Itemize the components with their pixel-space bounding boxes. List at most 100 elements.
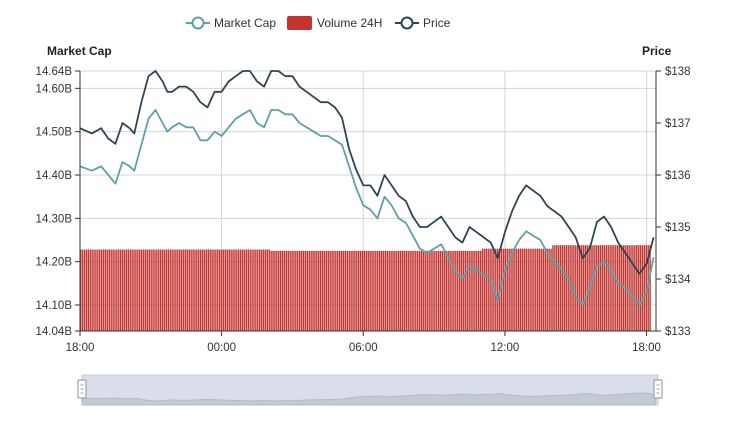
volume-bar bbox=[620, 245, 623, 331]
volume-bar bbox=[358, 250, 360, 331]
volume-bar bbox=[215, 249, 217, 331]
volume-bar bbox=[329, 250, 331, 331]
volume-bar bbox=[316, 250, 318, 331]
legend-volume-label: Volume 24H bbox=[317, 16, 382, 30]
volume-bar bbox=[293, 250, 295, 331]
volume-bar bbox=[167, 249, 170, 331]
volume-bar bbox=[121, 249, 124, 331]
left-tick-label: 14.10B bbox=[36, 300, 73, 312]
volume-bar bbox=[318, 250, 320, 331]
volume-bar bbox=[199, 249, 202, 331]
volume-bar bbox=[340, 250, 343, 331]
volume-bar bbox=[152, 249, 154, 331]
volume-bar bbox=[529, 248, 531, 331]
volume-bar bbox=[344, 250, 347, 331]
volume-bar bbox=[434, 250, 436, 331]
volume-bar bbox=[146, 249, 149, 331]
legend: Market Cap Volume 24H Price bbox=[186, 16, 451, 30]
volume-bar bbox=[213, 249, 215, 331]
volume-bar bbox=[542, 248, 545, 331]
volume-bar bbox=[198, 249, 200, 331]
volume-bar bbox=[179, 249, 181, 331]
volume-bar bbox=[188, 249, 190, 331]
volume-bar bbox=[297, 250, 299, 331]
volume-bar bbox=[97, 249, 99, 331]
volume-bar bbox=[207, 249, 209, 331]
volume-bar bbox=[251, 249, 253, 331]
volume-bar bbox=[85, 249, 88, 331]
volume-bar bbox=[81, 249, 84, 331]
volume-bar bbox=[378, 250, 381, 331]
volume-bar bbox=[426, 250, 428, 331]
volume-bar bbox=[266, 249, 269, 331]
volume-bar bbox=[255, 249, 257, 331]
data-zoom-slider[interactable] bbox=[77, 374, 663, 406]
volume-bar bbox=[175, 249, 177, 331]
volume-bar bbox=[308, 250, 310, 331]
volume-bar bbox=[535, 248, 537, 331]
volume-bar bbox=[453, 250, 455, 331]
volume-bar bbox=[567, 245, 569, 331]
data-zoom-left-handle[interactable] bbox=[77, 379, 87, 399]
volume-bar bbox=[209, 249, 211, 331]
volume-bar bbox=[180, 249, 183, 331]
volume-bar bbox=[544, 248, 547, 331]
volume-bar bbox=[487, 248, 489, 331]
volume-bar bbox=[407, 250, 409, 331]
volume-bar bbox=[211, 249, 213, 331]
volume-bar bbox=[245, 249, 248, 331]
volume-bar bbox=[603, 245, 606, 331]
volume-bar bbox=[639, 245, 642, 331]
volume-bar bbox=[592, 245, 594, 331]
volume-bar bbox=[538, 248, 541, 331]
volume-bar bbox=[133, 249, 135, 331]
volume-bar bbox=[548, 248, 550, 331]
volume-bar bbox=[89, 249, 91, 331]
volume-bar bbox=[283, 250, 286, 331]
volume-bar bbox=[521, 248, 524, 331]
volume-bar bbox=[241, 249, 244, 331]
volume-bar bbox=[436, 250, 438, 331]
volume-bar bbox=[257, 249, 259, 331]
volume-bar bbox=[472, 250, 474, 331]
volume-bar bbox=[479, 250, 482, 331]
volume-bar bbox=[135, 249, 137, 331]
volume-bar bbox=[550, 248, 552, 331]
volume-bar bbox=[196, 249, 198, 331]
x-tick-label: 18:00 bbox=[66, 342, 95, 354]
left-tick-label: 14.04B bbox=[36, 326, 73, 338]
legend-item-volume[interactable]: Volume 24H bbox=[287, 16, 382, 30]
volume-bar bbox=[569, 245, 571, 331]
volume-bar bbox=[420, 250, 423, 331]
volume-bar bbox=[137, 249, 139, 331]
left-tick-label: 14.40B bbox=[36, 170, 73, 182]
volume-bar bbox=[270, 250, 272, 331]
volume-bar bbox=[519, 248, 522, 331]
volume-bar bbox=[356, 250, 358, 331]
volume-bar bbox=[285, 250, 288, 331]
volume-bar bbox=[260, 249, 263, 331]
volume-bar bbox=[399, 250, 402, 331]
volume-bar bbox=[506, 248, 508, 331]
volume-bar bbox=[394, 250, 396, 331]
volume-bar bbox=[281, 250, 284, 331]
volume-bar bbox=[462, 250, 465, 331]
volume-bar bbox=[398, 250, 400, 331]
legend-item-price[interactable]: Price bbox=[395, 16, 451, 30]
volume-bar bbox=[441, 250, 444, 331]
volume-bar bbox=[354, 250, 356, 331]
volume-bar bbox=[217, 249, 219, 331]
volume-bar bbox=[474, 250, 476, 331]
legend-item-market-cap[interactable]: Market Cap bbox=[186, 16, 276, 30]
volume-bar bbox=[607, 245, 609, 331]
left-tick-label: 14.50B bbox=[36, 127, 73, 139]
volume-bar bbox=[375, 250, 377, 331]
volume-bar bbox=[102, 249, 105, 331]
volume-bar bbox=[114, 249, 116, 331]
data-zoom-right-handle[interactable] bbox=[653, 379, 663, 399]
x-tick-label: 18:00 bbox=[632, 342, 661, 354]
volume-bar bbox=[127, 249, 130, 331]
volume-bar bbox=[335, 250, 337, 331]
volume-bar bbox=[403, 250, 406, 331]
volume-bar bbox=[203, 249, 206, 331]
